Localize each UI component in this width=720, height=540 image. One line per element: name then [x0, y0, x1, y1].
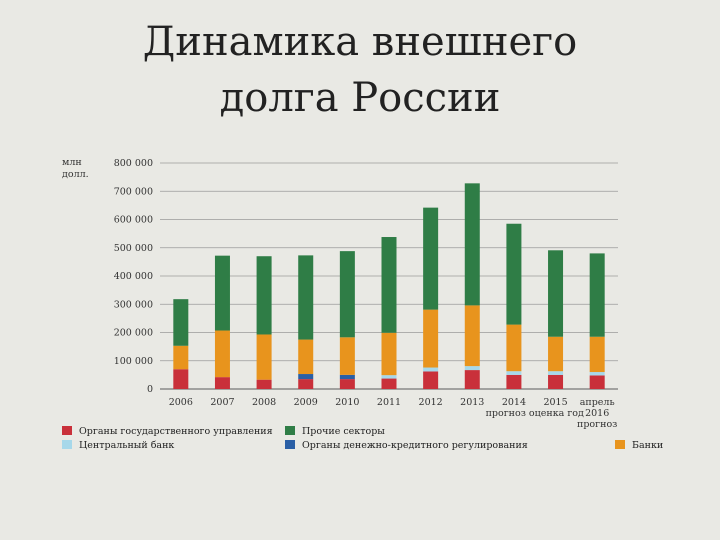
bar-segment	[464, 366, 480, 371]
bar-segment	[298, 379, 314, 389]
y-tick-label: 0	[147, 384, 153, 395]
bar-segment	[173, 345, 189, 370]
bar-segment	[339, 251, 355, 338]
bar-segment	[381, 375, 397, 379]
bar-segment	[548, 371, 564, 375]
bar-segment	[214, 330, 230, 378]
bar-segment	[464, 370, 480, 389]
legend-item-cb: Центральный банк	[62, 440, 174, 451]
bar-segment	[339, 337, 355, 375]
x-tick-label: 2010	[335, 397, 359, 408]
legend-item-gov: Органы государственного управления	[62, 426, 273, 437]
bar-segment	[589, 372, 605, 376]
bar-segment	[256, 334, 272, 380]
bar-segment	[423, 309, 439, 368]
y-tick-label: 400 000	[114, 271, 153, 282]
x-tick-label: апрель	[580, 397, 615, 408]
bar-segment	[256, 379, 272, 389]
bar-segment	[339, 379, 355, 389]
bar-segment	[589, 253, 605, 337]
x-tick-label: 2012	[419, 397, 443, 408]
legend-swatch-cb	[62, 440, 72, 449]
bar-segment	[548, 374, 564, 389]
bar-segment	[548, 336, 564, 372]
bar-segment	[298, 339, 314, 375]
bar-segment	[298, 374, 314, 380]
legend-swatch-other	[285, 426, 295, 435]
bar-segment	[506, 223, 522, 325]
legend-label-cb: Центральный банк	[79, 440, 175, 451]
bar-segment	[298, 255, 314, 340]
x-tick-label: 2011	[377, 397, 401, 408]
bar-segment	[464, 183, 480, 306]
legend-label-other: Прочие секторы	[302, 426, 385, 437]
x-tick-label: 2008	[252, 397, 276, 408]
title-line-2: долга России	[219, 75, 501, 121]
bar-segment	[548, 250, 564, 337]
bar-segment	[423, 367, 439, 372]
legend-item-monetary: Органы денежно-кредитного регулирования	[285, 440, 528, 451]
bar-segment	[464, 305, 480, 367]
bar-segment	[381, 378, 397, 389]
x-tick-label: прогноз	[577, 419, 617, 430]
y-unit-line-1: млн	[62, 157, 82, 168]
y-tick-label: 200 000	[114, 328, 153, 339]
bar-segment	[589, 375, 605, 389]
y-tick-label: 100 000	[114, 356, 153, 367]
x-tick-label: 2009	[294, 397, 318, 408]
legend-label-gov: Органы государственного управления	[79, 426, 273, 437]
y-tick-label: 800 000	[114, 158, 153, 169]
legend-label-monetary: Органы денежно-кредитного регулирования	[302, 440, 528, 451]
bar-segment	[173, 299, 189, 346]
bar-segment	[589, 336, 605, 373]
y-unit-line-2: долл.	[62, 169, 89, 180]
y-unit-label: млн долл.	[62, 157, 89, 181]
x-tick-label: 2006	[169, 397, 193, 408]
x-tick-label: 2007	[210, 397, 234, 408]
legend-label-banks: Банки	[632, 440, 664, 451]
legend-swatch-banks	[615, 440, 625, 449]
bar-segment	[381, 237, 397, 333]
bar-segment	[256, 256, 272, 335]
category-note: прогноз оценка год	[486, 408, 584, 419]
legend-item-banks: Банки	[615, 440, 663, 451]
bar-segment	[423, 207, 439, 310]
bar-segment	[506, 324, 522, 372]
legend-item-other: Прочие секторы	[285, 426, 385, 437]
bar-segment	[423, 371, 439, 389]
bar-segment	[214, 255, 230, 331]
bar-segment	[339, 374, 355, 380]
bar-segment	[214, 377, 230, 389]
bar-segment	[506, 374, 522, 389]
bar-segment	[173, 369, 189, 389]
y-tick-label: 600 000	[114, 215, 153, 226]
legend-swatch-monetary	[285, 440, 295, 449]
x-tick-label: 2015	[543, 397, 567, 408]
y-tick-label: 700 000	[114, 186, 153, 197]
legend-swatch-gov	[62, 426, 72, 435]
x-tick-label: 2016	[585, 408, 609, 419]
x-tick-label: 2013	[460, 397, 484, 408]
bar-segment	[381, 332, 397, 376]
chart-title: Динамика внешнего долга России	[0, 14, 720, 126]
y-tick-label: 500 000	[114, 243, 153, 254]
y-tick-label: 300 000	[114, 299, 153, 310]
x-tick-label: 2014	[502, 397, 526, 408]
title-line-1: Динамика внешнего	[142, 19, 578, 65]
bar-segment	[506, 371, 522, 375]
